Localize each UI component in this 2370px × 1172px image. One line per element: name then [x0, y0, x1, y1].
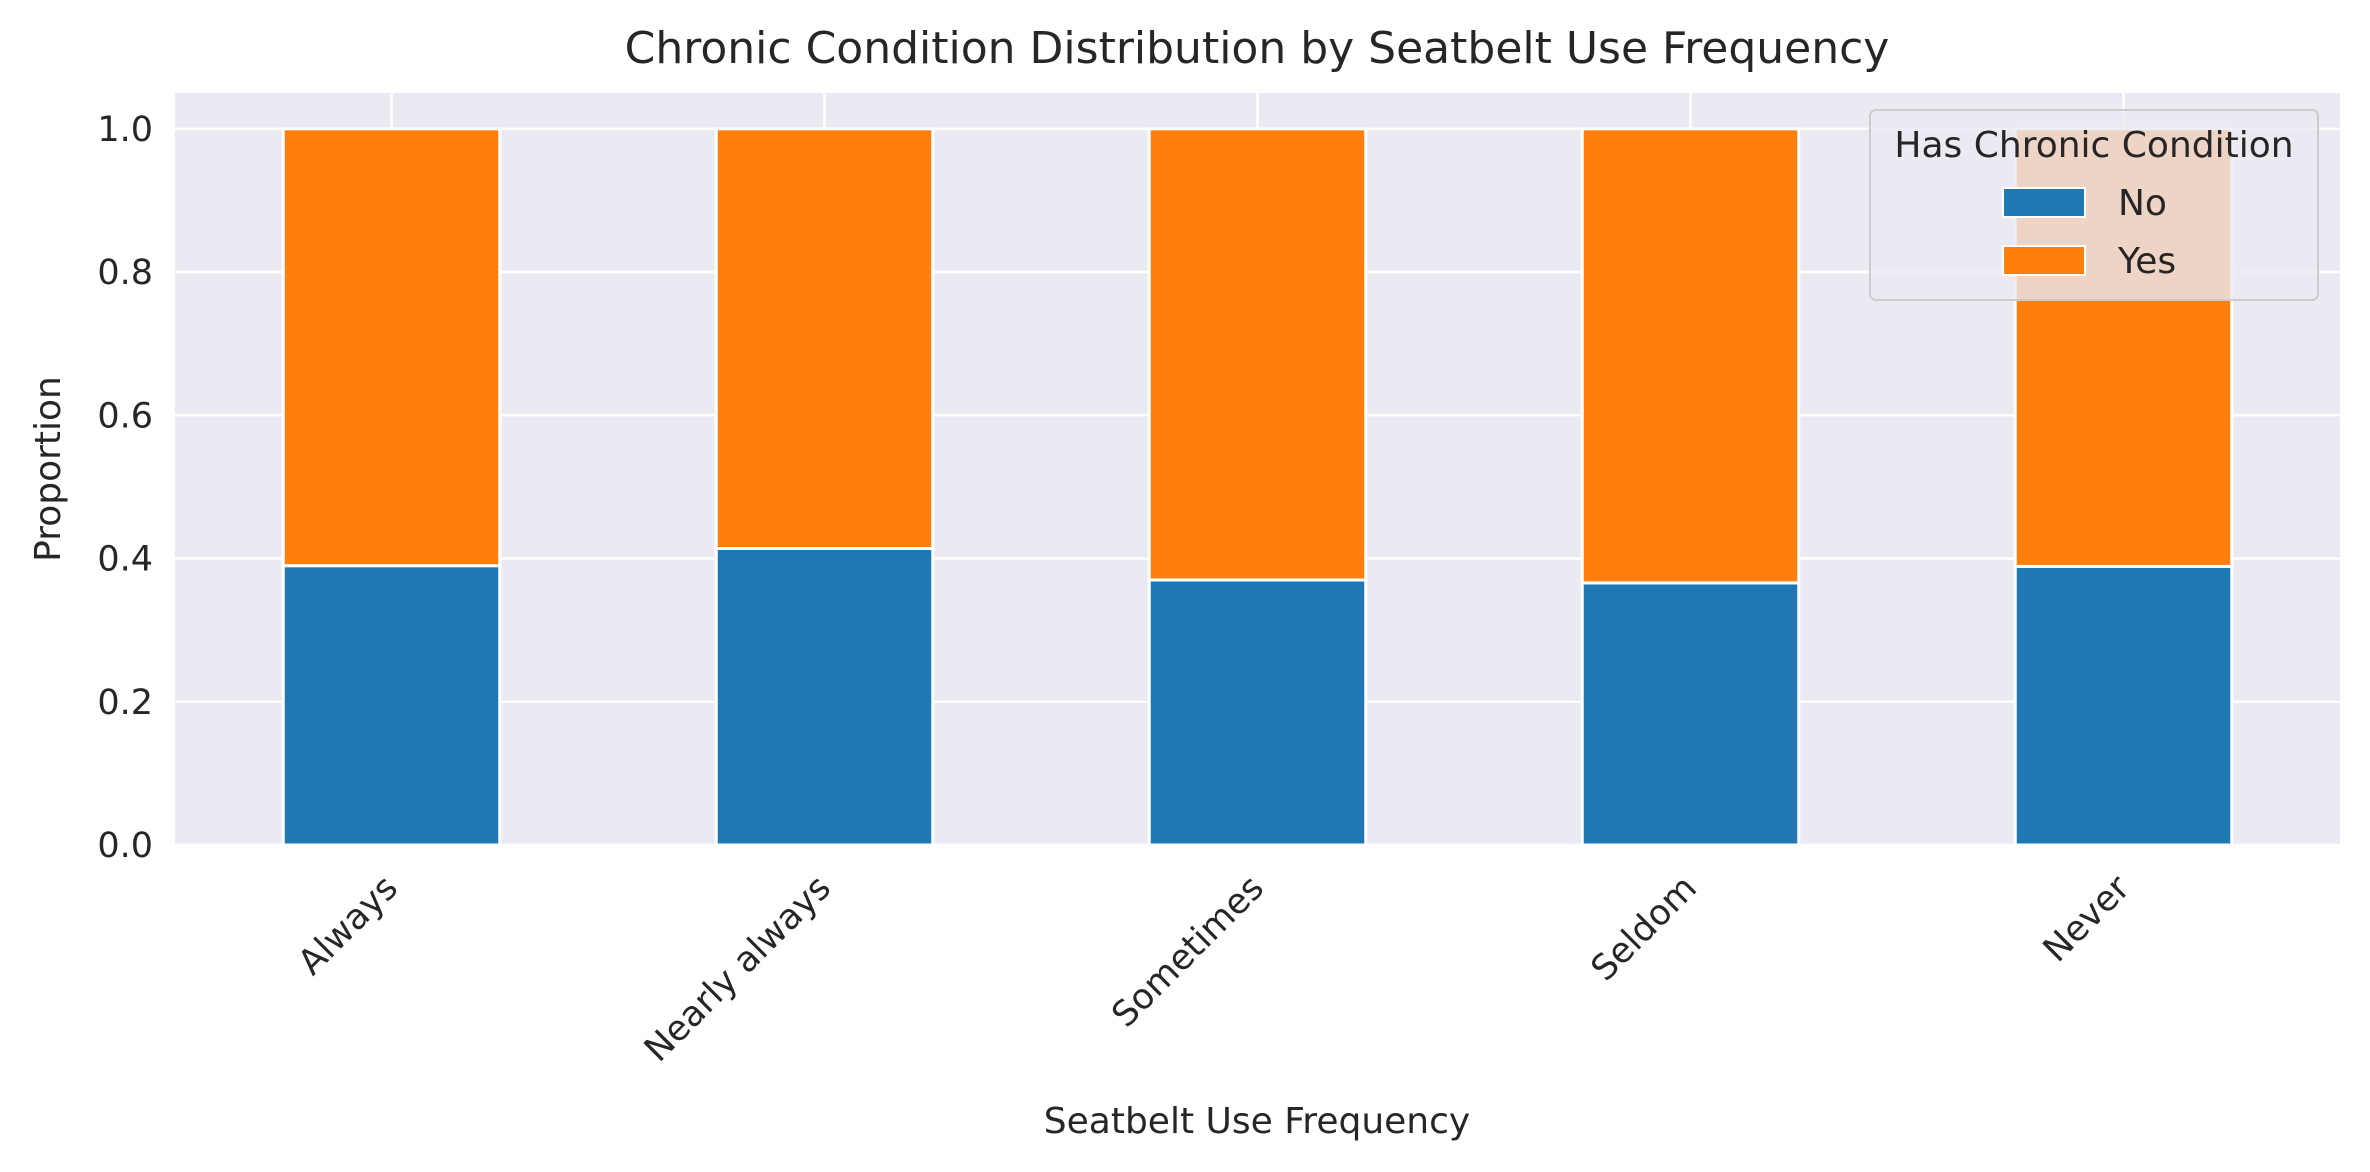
x-axis-ticks: Always Nearly always Sometimes Seldom Never: [291, 868, 2138, 1070]
legend-label-yes: Yes: [2117, 241, 2176, 282]
y-tick-label: 0.4: [97, 540, 153, 580]
bar-yes-sometimes: [1147, 127, 1368, 582]
bar-yes-nearly-always: [714, 127, 935, 550]
bar-yes-seldom: [1580, 127, 1801, 585]
x-tick-label: Nearly always: [637, 868, 839, 1070]
y-tick-label: 0.6: [97, 396, 153, 436]
y-axis-label: Proportion: [28, 376, 69, 562]
x-tick-label: Never: [2036, 868, 2139, 971]
x-tick-label: Always: [291, 868, 406, 983]
legend-label-no: No: [2118, 183, 2167, 224]
y-tick-label: 1.0: [97, 110, 153, 150]
bar-no-never: [2013, 564, 2234, 847]
bar-no-sometimes: [1147, 578, 1368, 847]
legend-swatch-no: [2002, 187, 2086, 218]
bar-yes-always: [281, 127, 502, 568]
x-tick-label: Sometimes: [1105, 868, 1272, 1035]
bar-no-always: [281, 564, 502, 847]
x-tick-label: Seldom: [1584, 868, 1705, 989]
chart-title: Chronic Condition Distribution by Seatbe…: [625, 23, 1890, 74]
legend-title: Has Chronic Condition: [1894, 125, 2293, 166]
x-axis-label: Seatbelt Use Frequency: [1044, 1101, 1470, 1142]
y-tick-label: 0.0: [97, 826, 153, 866]
legend: Has Chronic Condition No Yes: [1869, 109, 2319, 301]
bar-no-seldom: [1580, 581, 1801, 847]
bars: [281, 127, 2234, 847]
legend-swatch-yes: [2002, 245, 2086, 276]
y-tick-label: 0.2: [97, 683, 153, 723]
legend-box: [1869, 109, 2319, 301]
y-axis-ticks: 0.0 0.2 0.4 0.6 0.8 1.0: [97, 110, 153, 866]
bar-no-nearly-always: [714, 546, 935, 847]
y-tick-label: 0.8: [97, 253, 153, 293]
